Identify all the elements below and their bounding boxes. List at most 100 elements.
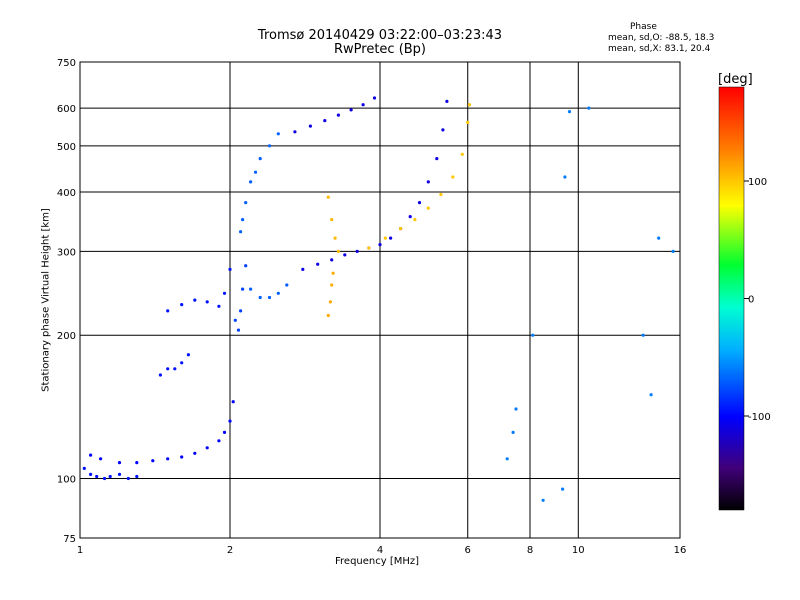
data-point: [399, 227, 403, 231]
phase-stats-x: mean, sd,X: 83.1, 20.4: [608, 44, 711, 54]
data-point: [563, 175, 567, 179]
data-point: [180, 455, 184, 459]
data-point: [326, 195, 330, 199]
data-point: [671, 249, 675, 253]
data-point: [151, 459, 155, 463]
data-point: [445, 99, 449, 103]
y-tick-label: 300: [57, 247, 76, 258]
data-point: [326, 313, 330, 318]
y-tick-label: 400: [57, 188, 76, 199]
data-point: [541, 498, 545, 502]
data-point: [231, 400, 235, 404]
data-point: [301, 267, 305, 271]
data-point: [514, 407, 518, 411]
data-point: [217, 439, 221, 443]
data-point: [531, 333, 535, 337]
data-point: [285, 283, 289, 287]
phase-stats-o: mean, sd,O: -88.5, 18.3: [608, 33, 715, 43]
colorbar: [718, 86, 745, 511]
data-point: [241, 218, 245, 222]
data-point: [95, 474, 99, 479]
data-point: [316, 262, 320, 266]
data-point: [186, 353, 190, 357]
colorbar-tick-label: 100: [748, 177, 767, 188]
chart-subtitle: RwPretec (Bp): [333, 42, 427, 57]
data-point: [441, 128, 445, 132]
data-point: [267, 295, 272, 300]
data-point: [343, 253, 347, 257]
data-point: [435, 157, 439, 161]
data-point: [89, 472, 93, 476]
x-tick-label: 6: [465, 545, 471, 556]
data-point: [135, 474, 139, 479]
data-point: [108, 474, 112, 479]
data-point: [587, 106, 591, 110]
colorbar-label: [deg]: [718, 72, 753, 87]
data-point: [166, 457, 170, 461]
data-point: [413, 218, 417, 222]
data-point: [258, 157, 262, 161]
data-point: [244, 264, 248, 268]
data-point: [460, 152, 464, 156]
data-point: [244, 201, 248, 205]
data-point: [89, 453, 93, 457]
data-point: [389, 236, 393, 240]
data-point: [249, 287, 253, 291]
data-point: [561, 487, 565, 491]
data-point: [82, 466, 86, 470]
data-point: [336, 113, 340, 117]
data-point: [99, 457, 103, 461]
data-point: [222, 430, 227, 434]
data-point: [367, 246, 371, 250]
data-point: [467, 103, 472, 107]
x-tick-label: 1: [77, 545, 83, 556]
data-point: [567, 110, 572, 114]
plot-frame: [79, 61, 681, 539]
data-point: [330, 283, 334, 287]
data-point: [649, 393, 653, 397]
data-point: [355, 249, 359, 253]
data-point: [333, 236, 337, 240]
data-point: [166, 367, 170, 371]
data-point: [331, 271, 335, 275]
data-point: [417, 201, 422, 205]
data-point: [383, 236, 387, 240]
data-point: [193, 451, 197, 455]
x-tick-label: 8: [527, 545, 533, 556]
data-point: [349, 108, 353, 112]
data-point: [330, 218, 334, 222]
data-point: [228, 267, 232, 271]
data-point: [336, 249, 340, 253]
data-point: [328, 300, 332, 304]
x-tick-label: 4: [377, 545, 383, 556]
data-point: [372, 96, 377, 100]
x-tick-label: 2: [227, 545, 233, 556]
data-point: [222, 291, 227, 295]
data-point: [657, 236, 661, 240]
y-tick-label: 600: [57, 104, 76, 115]
data-point: [205, 300, 209, 304]
phase-stats-header: Phase: [630, 22, 657, 32]
data-point: [451, 175, 455, 179]
y-tick-label: 750: [57, 58, 76, 69]
data-point: [236, 328, 241, 332]
data-point: [173, 367, 177, 371]
data-point: [258, 295, 262, 300]
data-point: [126, 476, 130, 481]
data-point: [228, 419, 232, 423]
data-point: [117, 461, 122, 465]
data-point: [249, 180, 253, 184]
data-point: [439, 192, 443, 197]
data-point: [117, 472, 122, 476]
data-point: [158, 373, 162, 377]
x-axis-label: Frequency [MHz]: [335, 556, 420, 567]
data-point: [466, 120, 470, 124]
data-point: [276, 291, 280, 295]
data-point: [135, 461, 139, 465]
data-point: [180, 361, 184, 365]
data-point: [330, 258, 334, 262]
data-point: [511, 430, 515, 434]
data-point: [267, 144, 272, 148]
